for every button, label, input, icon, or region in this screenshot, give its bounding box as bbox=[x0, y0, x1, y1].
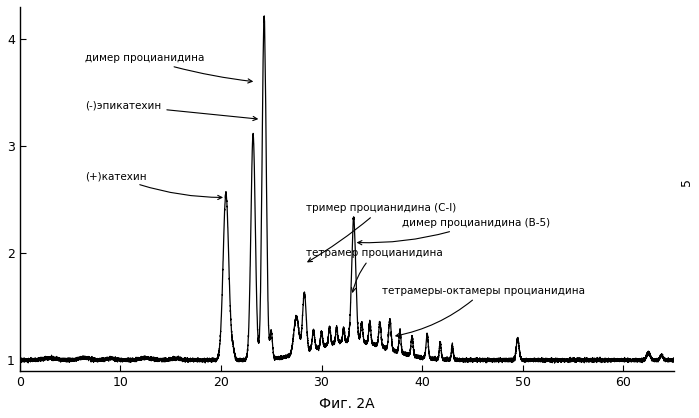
Text: тример процианидина (С-I): тример процианидина (С-I) bbox=[306, 203, 456, 262]
Text: (+)катехин: (+)катехин bbox=[85, 171, 222, 199]
Text: (-)эпикатехин: (-)эпикатехин bbox=[85, 100, 257, 120]
Text: тетрамер процианидина: тетрамер процианидина bbox=[306, 248, 443, 292]
Text: 5: 5 bbox=[680, 178, 693, 186]
X-axis label: Фиг. 2А: Фиг. 2А bbox=[319, 397, 375, 411]
Text: димер процианидина: димер процианидина bbox=[85, 54, 252, 83]
Text: тетрамеры-октамеры процианидина: тетрамеры-октамеры процианидина bbox=[382, 285, 585, 337]
Text: димер процианидина (В-5): димер процианидина (В-5) bbox=[358, 218, 550, 245]
